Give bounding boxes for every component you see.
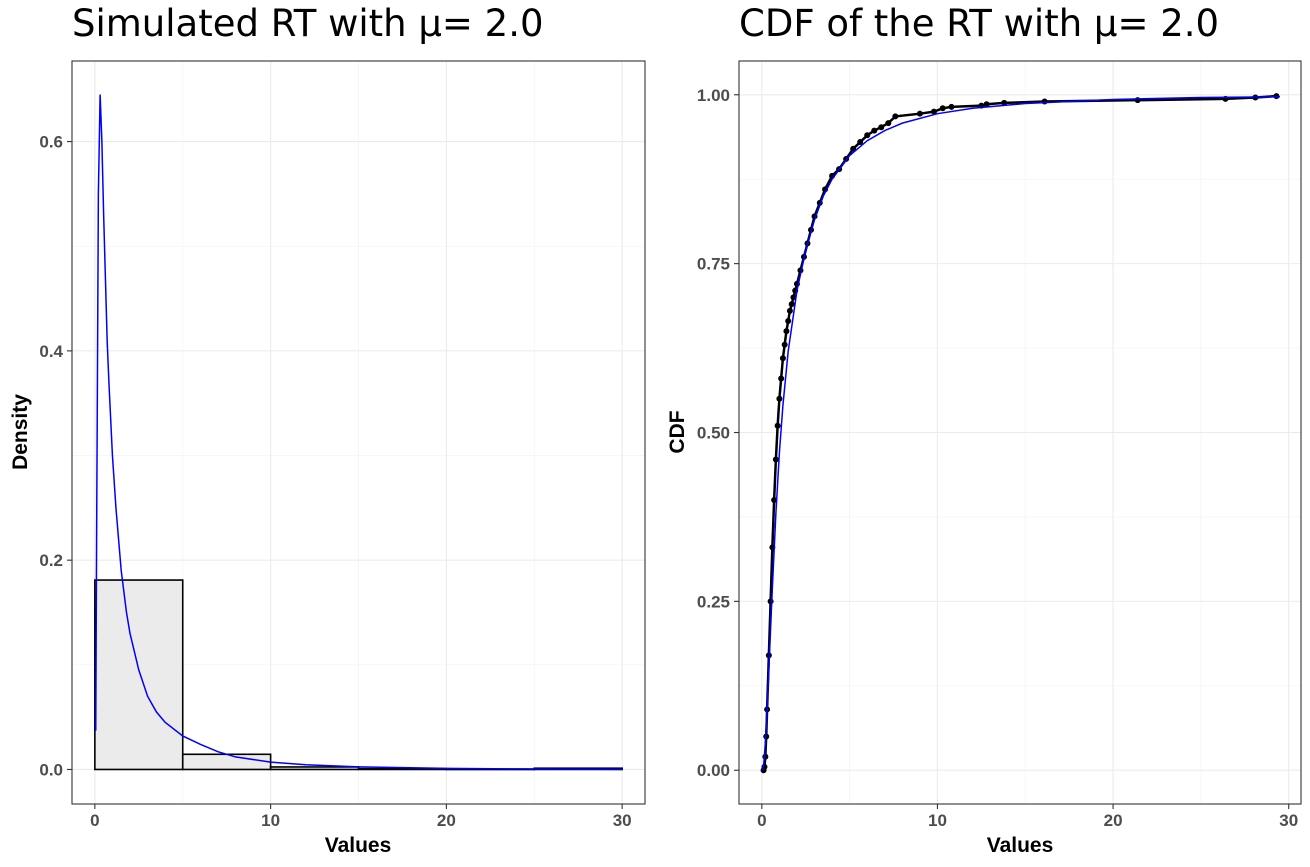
cdf-empirical-point: [781, 341, 788, 348]
cdf-empirical-point: [776, 395, 783, 402]
cdf-empirical-point: [762, 753, 769, 760]
cdf-empirical-point: [786, 307, 793, 314]
cdf-y-tick-label: 0.25: [697, 592, 730, 611]
cdf-empirical-point: [772, 456, 779, 463]
cdf-x-axis-label: Values: [987, 834, 1054, 857]
histogram-bars: [94, 579, 623, 771]
histogram-bar: [94, 579, 184, 771]
cdf-empirical-point: [864, 132, 871, 139]
cdf-x-tick-label: 30: [1279, 811, 1298, 830]
cdf-empirical-point: [983, 101, 990, 108]
histogram-x-tick-label: 20: [437, 811, 456, 830]
cdf-empirical-point: [930, 108, 937, 115]
histogram-bar: [269, 766, 360, 771]
cdf-empirical-point: [885, 120, 892, 127]
histogram-y-ticks: 0.0 0.2 0.4 0.6: [39, 133, 72, 779]
cdf-empirical-point: [850, 145, 857, 152]
histogram-density-curve: [94, 94, 623, 771]
cdf-empirical-point: [871, 127, 878, 134]
cdf-theoretical-line: [761, 96, 1280, 771]
cdf-x-ticks: 0 10 20 30: [757, 804, 1298, 830]
histogram-y-axis-label: Density: [9, 394, 32, 470]
cdf-empirical-point: [783, 328, 790, 335]
cdf-y-tick-label: 0.00: [697, 761, 730, 780]
cdf-title: CDF of the RT with μ= 2.0: [739, 2, 1219, 45]
cdf-panel: CDF of the RT with μ= 2.0 0 10 20 30 0.000.…: [666, 2, 1302, 857]
cdf-empirical-point: [774, 422, 781, 429]
cdf-empirical-point: [790, 294, 797, 301]
cdf-series: [760, 93, 1280, 774]
cdf-empirical-point: [785, 318, 792, 325]
histogram-y-tick-label: 0.4: [39, 342, 63, 361]
cdf-empirical-point: [771, 497, 778, 504]
cdf-y-axis-label: CDF: [666, 410, 689, 453]
histogram-y-tick-label: 0.6: [39, 133, 63, 152]
histogram-y-tick-label: 0.2: [39, 551, 63, 570]
cdf-y-tick-label: 0.75: [697, 255, 730, 274]
cdf-empirical-point: [892, 113, 899, 120]
cdf-empirical-point: [1041, 98, 1048, 105]
cdf-empirical-point: [767, 598, 774, 605]
histogram-x-ticks: 0 10 20 30: [90, 804, 632, 830]
cdf-empirical-point: [939, 105, 946, 112]
histogram-y-tick-label: 0.0: [39, 760, 63, 779]
histogram-x-tick-label: 0: [90, 811, 99, 830]
cdf-empirical-point: [857, 139, 864, 146]
cdf-y-tick-label: 1.00: [697, 86, 730, 105]
cdf-empirical-point: [779, 355, 786, 362]
cdf-empirical-point: [948, 103, 955, 110]
cdf-y-tick-label: 0.50: [697, 424, 730, 443]
cdf-empirical-point: [1134, 97, 1141, 104]
histogram-x-axis-label: Values: [325, 834, 392, 857]
histogram-panel: Simulated RT with μ= 2.0 0 10 20 30 0.00.20…: [9, 2, 646, 857]
histogram-bar: [181, 753, 272, 771]
cdf-empirical-point: [1001, 99, 1008, 106]
cdf-x-tick-label: 0: [757, 811, 766, 830]
cdf-empirical-point: [916, 110, 923, 117]
cdf-empirical-point: [878, 124, 885, 131]
cdf-x-tick-label: 20: [1104, 811, 1123, 830]
cdf-y-ticks: 0.00 0.25 0.50 0.75 1.00: [697, 86, 739, 780]
cdf-empirical-point: [778, 375, 785, 382]
cdf-x-tick-label: 10: [928, 811, 947, 830]
cdf-empirical-point: [788, 301, 795, 308]
histogram-x-tick-label: 10: [261, 811, 280, 830]
histogram-x-tick-label: 30: [613, 811, 632, 830]
histogram-title: Simulated RT with μ= 2.0: [72, 2, 544, 45]
histogram-panel-border: [71, 60, 646, 805]
